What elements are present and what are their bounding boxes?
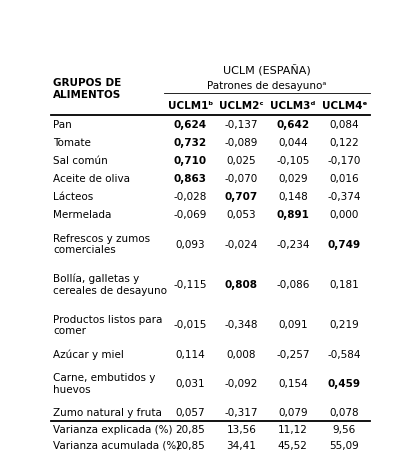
Text: 0,008: 0,008 <box>227 349 256 359</box>
Text: 0,642: 0,642 <box>276 120 309 129</box>
Text: UCLM3ᵈ: UCLM3ᵈ <box>270 101 316 111</box>
Text: Tomate: Tomate <box>53 138 91 147</box>
Text: 0,091: 0,091 <box>278 320 308 330</box>
Text: Bollía, galletas y
cereales de desayuno: Bollía, galletas y cereales de desayuno <box>53 273 167 295</box>
Text: 34,41: 34,41 <box>226 440 256 450</box>
Text: -0,584: -0,584 <box>328 349 361 359</box>
Text: 0,025: 0,025 <box>227 156 256 166</box>
Text: 0,732: 0,732 <box>173 138 207 147</box>
Text: Azúcar y miel: Azúcar y miel <box>53 349 124 359</box>
Text: 20,85: 20,85 <box>175 440 205 450</box>
Text: 0,114: 0,114 <box>175 349 205 359</box>
Text: 20,85: 20,85 <box>175 424 205 434</box>
Text: -0,105: -0,105 <box>276 156 309 166</box>
Text: Sal común: Sal común <box>53 156 108 166</box>
Text: -0,015: -0,015 <box>173 320 207 330</box>
Text: -0,170: -0,170 <box>328 156 361 166</box>
Text: UCLM2ᶜ: UCLM2ᶜ <box>219 101 264 111</box>
Text: -0,089: -0,089 <box>225 138 258 147</box>
Text: -0,374: -0,374 <box>328 192 361 202</box>
Text: 0,000: 0,000 <box>330 210 359 220</box>
Text: Varianza explicada (%): Varianza explicada (%) <box>53 424 173 434</box>
Text: Aceite de oliva: Aceite de oliva <box>53 174 130 184</box>
Text: 0,891: 0,891 <box>277 210 309 220</box>
Text: Refrescos y zumos
comerciales: Refrescos y zumos comerciales <box>53 233 150 255</box>
Text: -0,234: -0,234 <box>276 239 309 249</box>
Text: -0,092: -0,092 <box>225 378 258 388</box>
Text: -0,028: -0,028 <box>173 192 207 202</box>
Text: Patrones de desayunoᵃ: Patrones de desayunoᵃ <box>208 81 327 91</box>
Text: Lácteos: Lácteos <box>53 192 93 202</box>
Text: -0,137: -0,137 <box>225 120 258 129</box>
Text: 0,057: 0,057 <box>175 407 205 417</box>
Text: -0,024: -0,024 <box>225 239 258 249</box>
Text: -0,317: -0,317 <box>225 407 258 417</box>
Text: 0,624: 0,624 <box>173 120 207 129</box>
Text: -0,348: -0,348 <box>225 320 258 330</box>
Text: 0,148: 0,148 <box>278 192 308 202</box>
Text: -0,257: -0,257 <box>276 349 309 359</box>
Text: 0,093: 0,093 <box>175 239 205 249</box>
Text: 0,459: 0,459 <box>328 378 361 388</box>
Text: 0,044: 0,044 <box>278 138 308 147</box>
Text: Productos listos para
comer: Productos listos para comer <box>53 314 162 336</box>
Text: 0,749: 0,749 <box>328 239 361 249</box>
Text: 0,710: 0,710 <box>173 156 207 166</box>
Text: UCLM1ᵇ: UCLM1ᵇ <box>168 101 213 111</box>
Text: 0,084: 0,084 <box>329 120 359 129</box>
Text: 0,219: 0,219 <box>329 320 359 330</box>
Text: 0,079: 0,079 <box>278 407 308 417</box>
Text: Zumo natural y fruta: Zumo natural y fruta <box>53 407 162 417</box>
Text: 55,09: 55,09 <box>329 440 359 450</box>
Text: Varianza acumulada (%): Varianza acumulada (%) <box>53 440 180 450</box>
Text: 0,808: 0,808 <box>225 279 258 290</box>
Text: 9,56: 9,56 <box>332 424 356 434</box>
Text: 0,031: 0,031 <box>175 378 205 388</box>
Text: 0,181: 0,181 <box>329 279 359 290</box>
Text: 11,12: 11,12 <box>278 424 308 434</box>
Text: 0,707: 0,707 <box>225 192 258 202</box>
Text: Carne, embutidos y
huevos: Carne, embutidos y huevos <box>53 372 155 394</box>
Text: 0,122: 0,122 <box>329 138 359 147</box>
Text: Pan: Pan <box>53 120 72 129</box>
Text: UCLM (ESPAÑA): UCLM (ESPAÑA) <box>223 65 311 77</box>
Text: GRUPOS DE
ALIMENTOS: GRUPOS DE ALIMENTOS <box>53 78 121 100</box>
Text: 0,863: 0,863 <box>173 174 207 184</box>
Text: -0,086: -0,086 <box>276 279 309 290</box>
Text: -0,069: -0,069 <box>173 210 207 220</box>
Text: 0,053: 0,053 <box>227 210 256 220</box>
Text: 0,078: 0,078 <box>329 407 359 417</box>
Text: 0,029: 0,029 <box>278 174 308 184</box>
Text: 0,154: 0,154 <box>278 378 308 388</box>
Text: UCLM4ᵉ: UCLM4ᵉ <box>321 101 367 111</box>
Text: 13,56: 13,56 <box>226 424 256 434</box>
Text: 45,52: 45,52 <box>278 440 308 450</box>
Text: Mermelada: Mermelada <box>53 210 111 220</box>
Text: -0,115: -0,115 <box>173 279 207 290</box>
Text: 0,016: 0,016 <box>329 174 359 184</box>
Text: -0,070: -0,070 <box>225 174 258 184</box>
